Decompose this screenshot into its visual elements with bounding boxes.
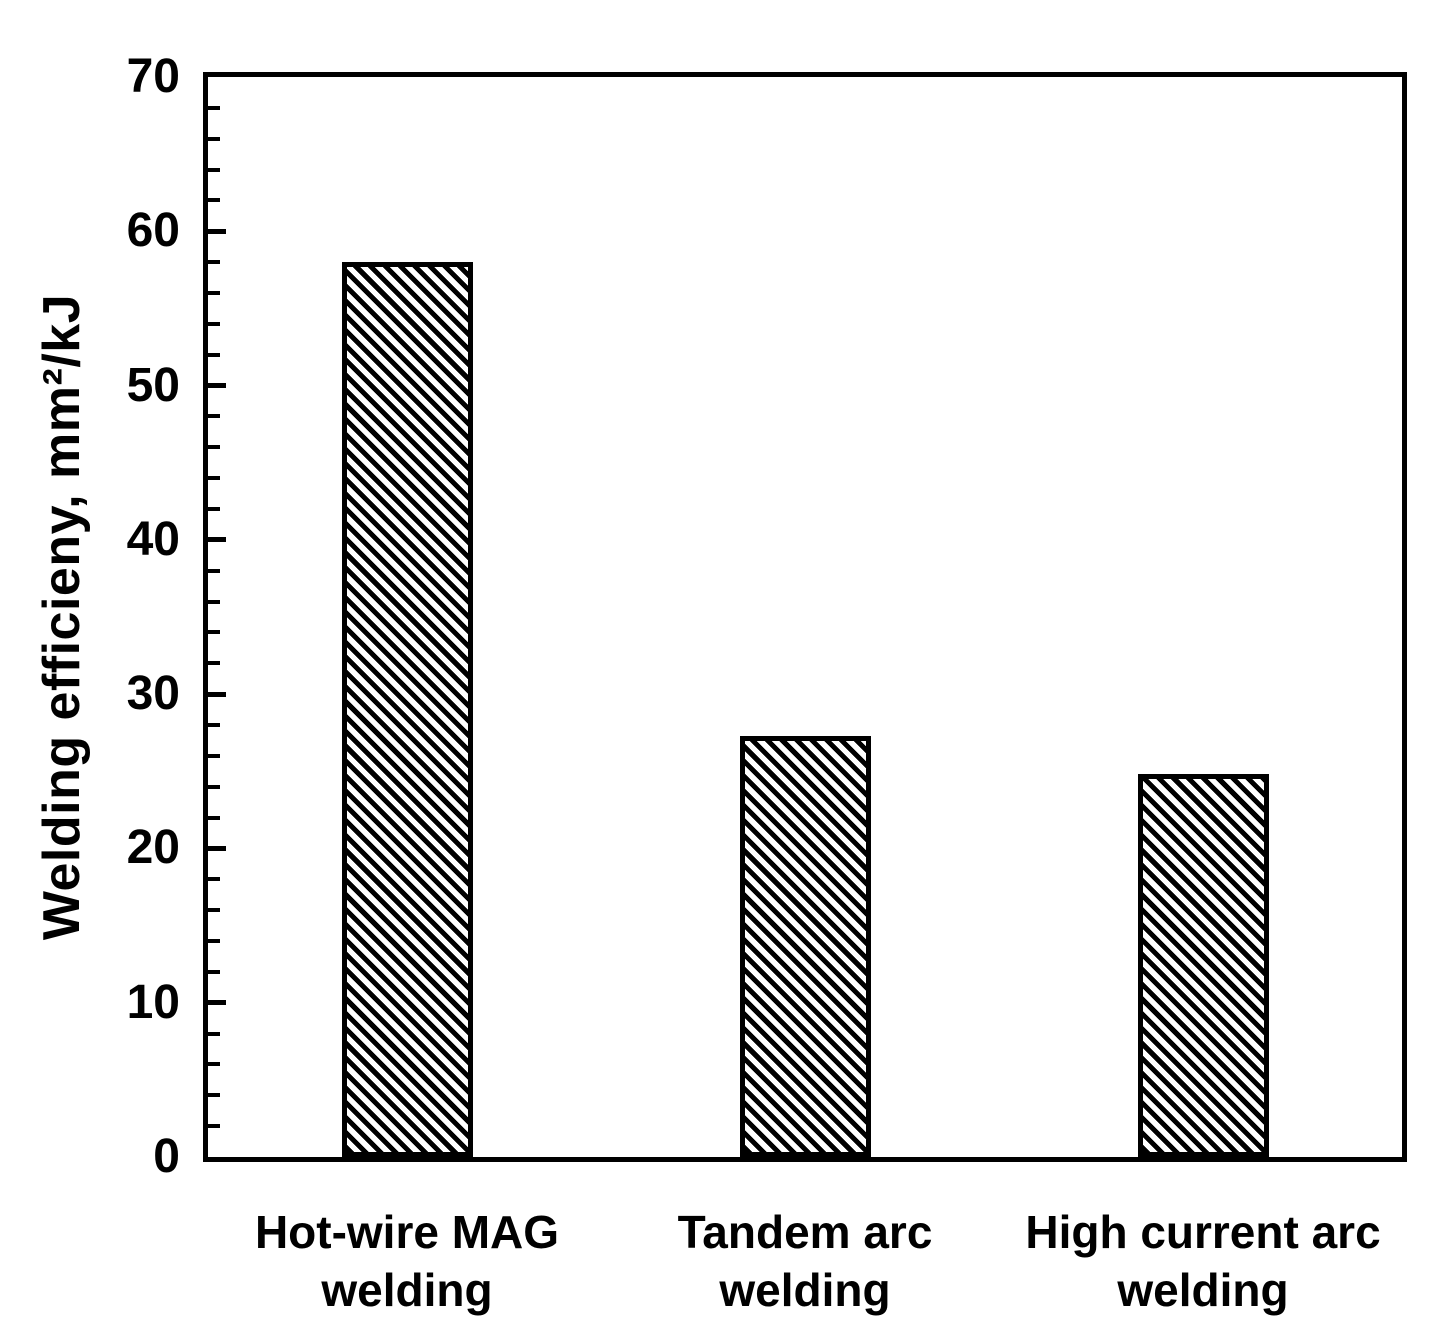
y-minor-tick (208, 476, 220, 481)
y-minor-tick (208, 877, 220, 882)
category-label-line: welding (1117, 1263, 1289, 1316)
y-major-tick (208, 537, 226, 543)
y-minor-tick (208, 1062, 220, 1067)
y-minor-tick (208, 939, 220, 943)
y-tick-label: 30 (126, 667, 180, 721)
y-major-tick (208, 845, 226, 851)
y-minor-tick (208, 784, 220, 789)
y-minor-tick (208, 136, 220, 141)
y-minor-tick (208, 321, 220, 326)
y-tick-label: 0 (153, 1130, 180, 1183)
y-minor-tick (208, 260, 220, 265)
y-minor-tick (208, 1031, 220, 1036)
y-minor-tick (208, 291, 220, 295)
y-minor-tick (208, 352, 220, 357)
y-major-tick (208, 1000, 226, 1006)
category-label-line: Hot-wire MAG (254, 1206, 560, 1258)
y-tick-label: 70 (126, 50, 180, 103)
y-minor-tick (208, 723, 220, 727)
y-minor-tick (208, 753, 220, 758)
y-tick-label: 10 (126, 975, 180, 1029)
y-minor-tick (208, 568, 220, 573)
y-minor-tick (208, 815, 220, 820)
category-label-line: welding (321, 1263, 493, 1316)
bar-hot-wire-mag-welding (341, 262, 473, 1157)
y-major-tick (208, 691, 226, 697)
category-label-tandem-arc-welding: Tandem arc welding (678, 1204, 933, 1320)
y-tick-label: 60 (126, 204, 180, 258)
category-label-line: High current arc (1025, 1206, 1381, 1258)
plot-area (203, 72, 1407, 1162)
y-tick-label: 20 (126, 821, 180, 875)
category-label-hot-wire-mag-welding: Hot-wire MAG welding (255, 1204, 559, 1320)
y-minor-tick (208, 167, 220, 172)
y-minor-tick (208, 1124, 220, 1129)
y-minor-tick (208, 198, 220, 203)
y-minor-tick (208, 630, 220, 635)
bar-tandem-arc-welding (739, 735, 871, 1157)
category-label-high-current-arc-welding: High current arc welding (1025, 1204, 1380, 1320)
bar-high-current-arc-welding (1137, 774, 1269, 1157)
y-minor-tick (208, 1093, 220, 1098)
y-tick-label: 50 (126, 358, 180, 412)
y-minor-tick (208, 661, 220, 666)
category-label-line: welding (719, 1263, 891, 1316)
category-label-line: Tandem arc (677, 1206, 933, 1258)
y-minor-tick (208, 445, 220, 450)
y-minor-tick (208, 969, 220, 974)
y-minor-tick (208, 908, 220, 913)
y-tick-label: 40 (126, 512, 180, 566)
y-minor-tick (208, 105, 220, 110)
y-minor-tick (208, 599, 220, 604)
y-minor-tick (208, 414, 220, 419)
y-minor-tick (208, 507, 220, 511)
y-major-tick (208, 228, 226, 234)
y-major-tick (208, 383, 226, 389)
